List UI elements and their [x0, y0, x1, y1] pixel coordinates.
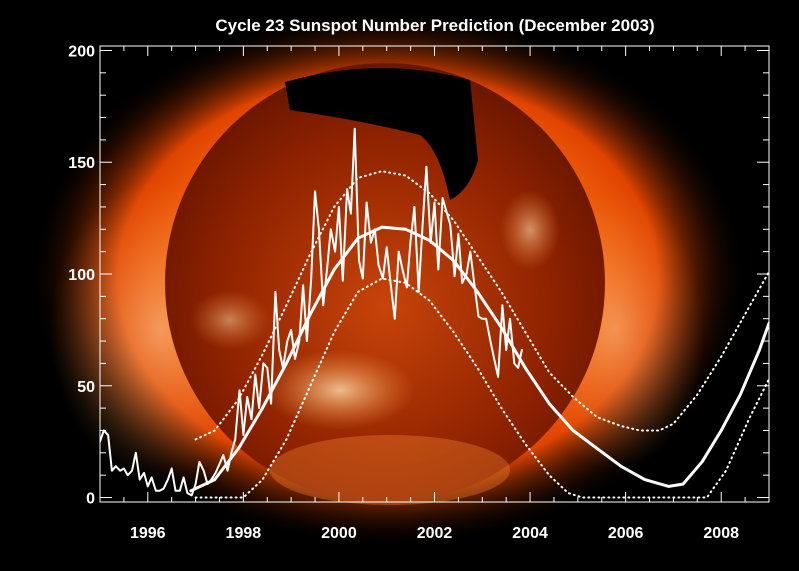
- x-tick-label: 1996: [130, 525, 166, 542]
- x-tick-label: 1998: [226, 525, 262, 542]
- x-tick-label: 2008: [703, 525, 739, 542]
- x-tick-label: 2000: [321, 525, 357, 542]
- x-tick-label: 2006: [608, 525, 644, 542]
- y-tick-label: 200: [68, 43, 95, 60]
- series-layer: [100, 127, 769, 499]
- predicted-series-line: [189, 225, 769, 493]
- x-tick-labels: 1996 1998 2000 2002 2004 2006 2008: [130, 525, 739, 542]
- y-tick-label: 50: [77, 379, 95, 396]
- y-tick-labels: 0 50 100 150 200: [68, 43, 95, 507]
- axis-ticks: [99, 46, 770, 502]
- x-tick-label: 2004: [512, 525, 548, 542]
- y-tick-label: 100: [68, 267, 95, 284]
- bound-series-line: [194, 277, 769, 499]
- bound-series-line: [194, 170, 769, 441]
- chart-title: Cycle 23 Sunspot Number Prediction (Dece…: [215, 16, 654, 35]
- observed-series-line: [100, 127, 523, 497]
- y-tick-label: 0: [86, 491, 95, 508]
- y-tick-label: 150: [68, 155, 95, 172]
- x-tick-label: 2002: [417, 525, 453, 542]
